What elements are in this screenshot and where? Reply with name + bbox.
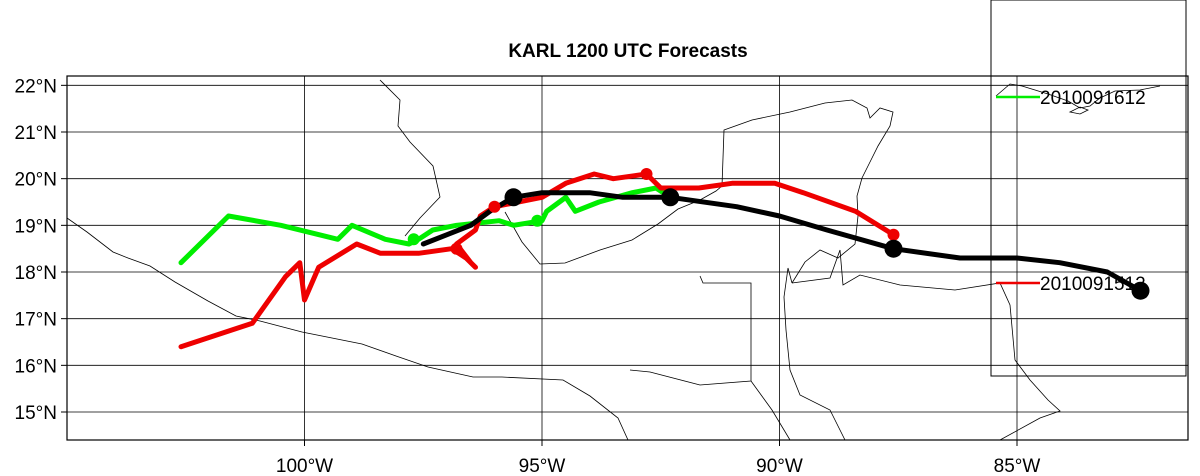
y-tick-label: 17°N (15, 310, 57, 331)
x-tick-label: 90°W (756, 456, 803, 476)
honduras-border (785, 329, 846, 440)
best-track-point (884, 239, 903, 258)
yucatan-coastline (721, 99, 894, 284)
legend-label: 2010091612 (1040, 88, 1146, 109)
best-track-line (420, 190, 1143, 294)
best-track-point (661, 188, 680, 207)
gulf-coastline (379, 79, 441, 237)
isla-coastline (1068, 106, 1089, 115)
chart-title: KARL 1200 UTC Forecasts (508, 41, 747, 62)
forecast-point (488, 200, 501, 213)
y-tick-label: 16°N (15, 356, 57, 377)
best-track-point (504, 188, 523, 207)
axis-ticks: 100°W 95°W 90°W 85°W 15°N 16°N 17°N 18°N 19°N 20°… (15, 76, 1041, 476)
belize-border (783, 267, 793, 331)
campeche-coastline (504, 185, 723, 265)
y-tick-label: 20°N (15, 170, 57, 191)
forecast-point (887, 228, 900, 241)
central-america-border (750, 380, 791, 440)
y-tick-label: 21°N (15, 123, 57, 144)
legend-box (990, 0, 1187, 377)
pacific-coastline (67, 217, 629, 440)
y-tick-label: 18°N (15, 263, 57, 284)
forecast-point (531, 214, 544, 227)
forecast-point (640, 168, 653, 180)
y-tick-label: 19°N (15, 216, 57, 237)
y-tick-label: 15°N (15, 403, 57, 424)
forecast-point (450, 242, 463, 255)
forecast-tracks (178, 168, 1150, 350)
cuba-coastline (995, 83, 1161, 109)
coastline-map (67, 79, 1161, 440)
x-tick-label: 100°W (276, 456, 333, 476)
y-tick-label: 22°N (15, 76, 57, 97)
forecast-point (407, 233, 420, 246)
x-tick-label: 85°W (994, 456, 1041, 476)
x-tick-label: 95°W (519, 456, 566, 476)
best-track-point (1131, 281, 1150, 300)
